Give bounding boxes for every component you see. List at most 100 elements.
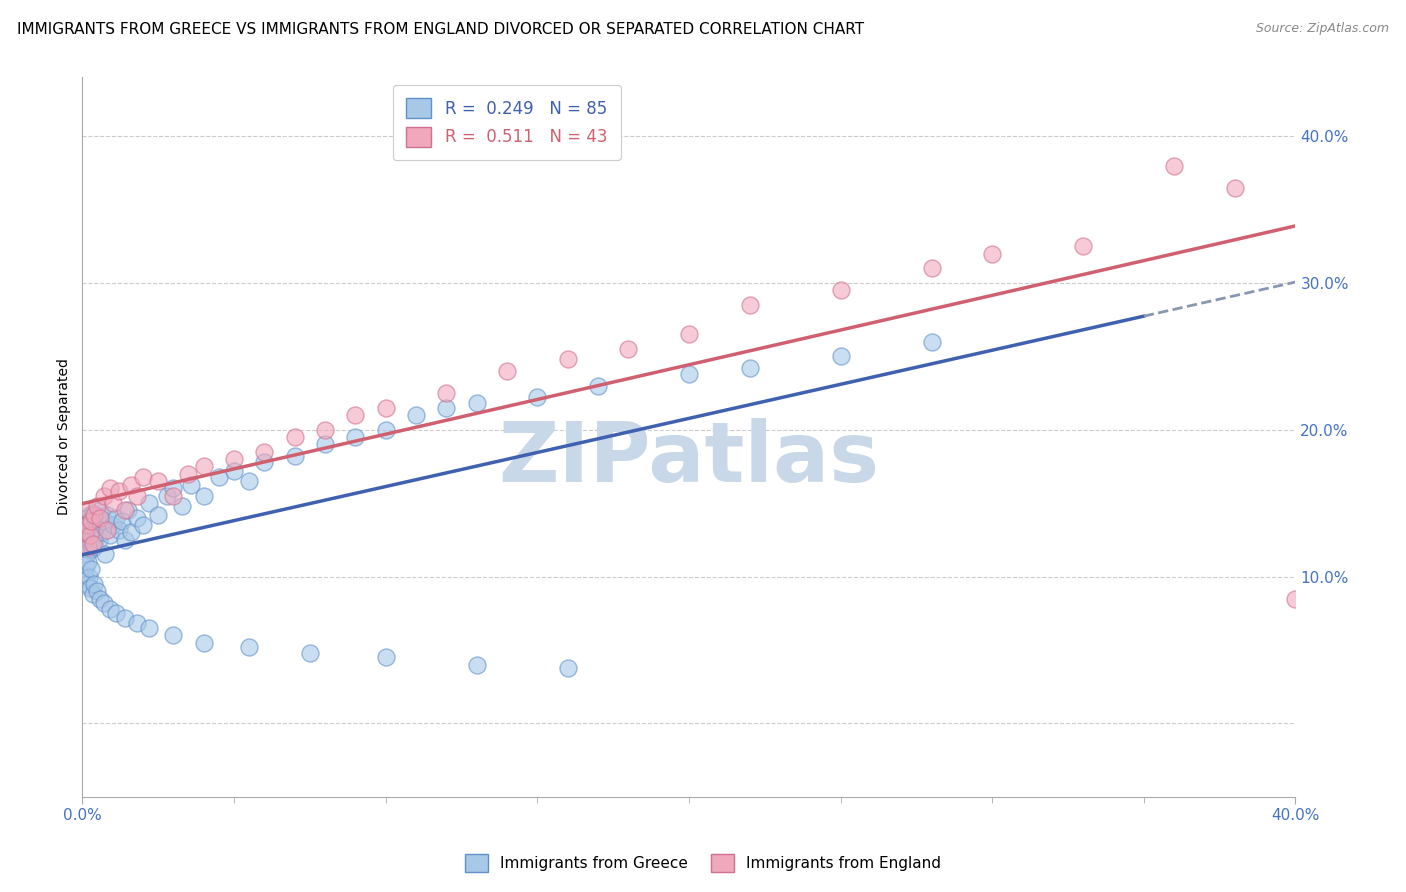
Point — [314, 423, 336, 437]
Point — [193, 459, 215, 474]
Point — [180, 478, 202, 492]
Point — [238, 640, 260, 654]
Point — [465, 396, 488, 410]
Point — [374, 401, 396, 415]
Point — [77, 569, 100, 583]
Text: IMMIGRANTS FROM GREECE VS IMMIGRANTS FROM ENGLAND DIVORCED OR SEPARATED CORRELAT: IMMIGRANTS FROM GREECE VS IMMIGRANTS FRO… — [17, 22, 865, 37]
Point — [1223, 180, 1246, 194]
Point — [82, 587, 104, 601]
Point — [76, 548, 98, 562]
Point — [162, 489, 184, 503]
Point — [80, 537, 103, 551]
Point — [77, 523, 100, 537]
Point — [111, 514, 134, 528]
Point — [253, 444, 276, 458]
Point — [96, 523, 118, 537]
Point — [82, 530, 104, 544]
Point — [114, 503, 136, 517]
Point — [75, 518, 97, 533]
Point — [1163, 159, 1185, 173]
Point — [830, 283, 852, 297]
Point — [125, 616, 148, 631]
Point — [162, 482, 184, 496]
Point — [146, 474, 169, 488]
Legend: Immigrants from Greece, Immigrants from England: Immigrants from Greece, Immigrants from … — [457, 846, 949, 880]
Point — [114, 533, 136, 547]
Point — [87, 533, 110, 547]
Point — [496, 364, 519, 378]
Point — [80, 516, 103, 531]
Text: ZIPatlas: ZIPatlas — [498, 418, 879, 500]
Point — [79, 514, 101, 528]
Point — [114, 610, 136, 624]
Point — [82, 507, 104, 521]
Point — [73, 525, 96, 540]
Point — [465, 657, 488, 672]
Point — [314, 437, 336, 451]
Point — [344, 408, 367, 422]
Point — [146, 508, 169, 522]
Point — [93, 489, 115, 503]
Point — [738, 361, 761, 376]
Point — [193, 635, 215, 649]
Point — [98, 528, 121, 542]
Point — [94, 548, 117, 562]
Point — [125, 510, 148, 524]
Point — [83, 577, 105, 591]
Point — [344, 430, 367, 444]
Point — [738, 298, 761, 312]
Point — [101, 496, 124, 510]
Point — [1284, 591, 1306, 606]
Point — [75, 533, 97, 547]
Point — [75, 573, 97, 587]
Point — [76, 577, 98, 591]
Point — [86, 584, 108, 599]
Point — [177, 467, 200, 481]
Point — [284, 449, 307, 463]
Point — [82, 537, 104, 551]
Point — [830, 349, 852, 363]
Point — [89, 510, 111, 524]
Point — [125, 489, 148, 503]
Point — [91, 525, 114, 540]
Point — [374, 650, 396, 665]
Point — [193, 489, 215, 503]
Text: Source: ZipAtlas.com: Source: ZipAtlas.com — [1256, 22, 1389, 36]
Point — [238, 474, 260, 488]
Point — [76, 518, 98, 533]
Point — [222, 452, 245, 467]
Point — [156, 489, 179, 503]
Point — [284, 430, 307, 444]
Point — [84, 539, 107, 553]
Point — [93, 596, 115, 610]
Point — [557, 660, 579, 674]
Point — [678, 367, 700, 381]
Point — [75, 525, 97, 540]
Point — [77, 555, 100, 569]
Point — [101, 518, 124, 533]
Point — [77, 503, 100, 517]
Point — [93, 514, 115, 528]
Point — [76, 540, 98, 554]
Point — [104, 510, 127, 524]
Point — [172, 499, 194, 513]
Point — [117, 503, 139, 517]
Point — [557, 352, 579, 367]
Point — [79, 581, 101, 595]
Point — [1071, 239, 1094, 253]
Point — [107, 484, 129, 499]
Point — [76, 510, 98, 524]
Point — [84, 515, 107, 529]
Point — [80, 562, 103, 576]
Point — [79, 508, 101, 522]
Point — [79, 532, 101, 546]
Y-axis label: Divorced or Separated: Divorced or Separated — [58, 359, 72, 516]
Point — [1375, 173, 1398, 187]
Point — [86, 499, 108, 513]
Point — [526, 391, 548, 405]
Point — [222, 464, 245, 478]
Legend: R =  0.249   N = 85, R =  0.511   N = 43: R = 0.249 N = 85, R = 0.511 N = 43 — [394, 85, 620, 161]
Point — [132, 469, 155, 483]
Point — [76, 528, 98, 542]
Point — [434, 386, 457, 401]
